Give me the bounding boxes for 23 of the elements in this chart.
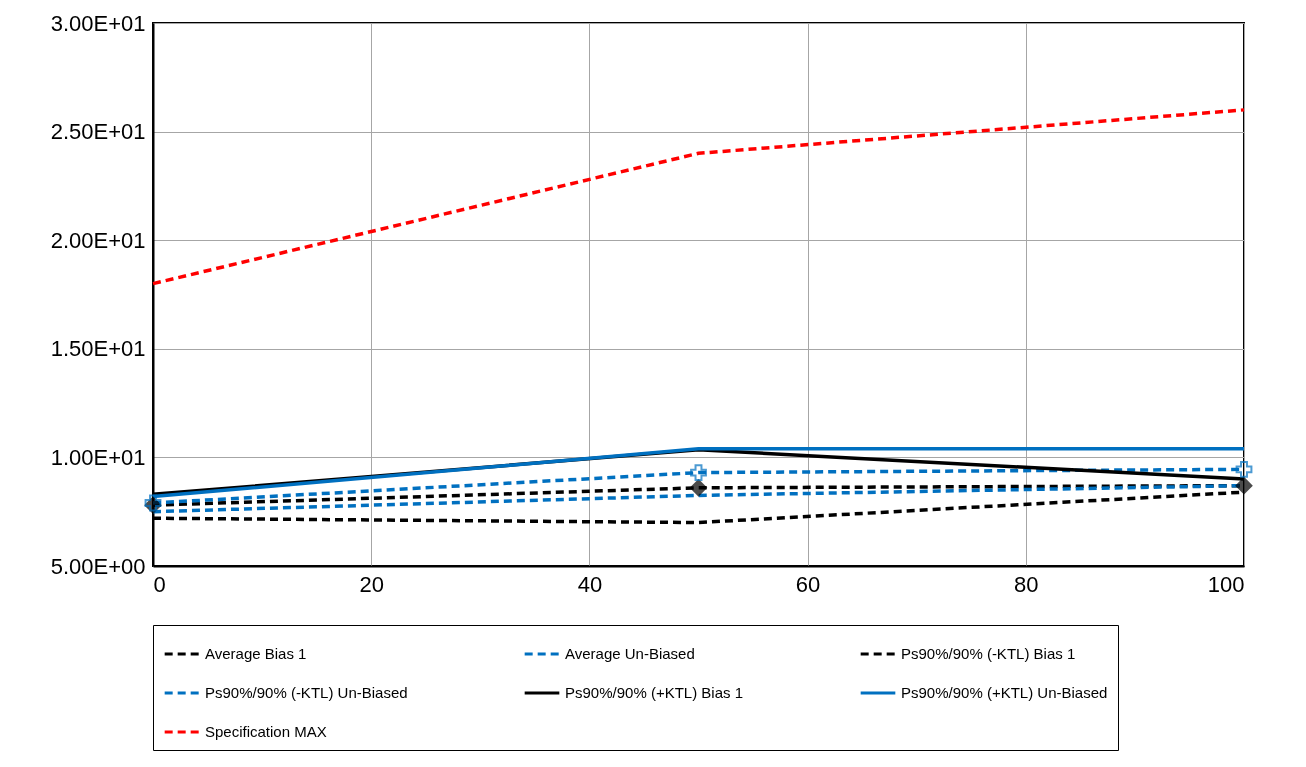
legend-label: Average Un-Biased <box>565 645 695 662</box>
point <box>690 464 707 482</box>
x-tick-label: 40 <box>577 571 603 597</box>
y-tick-label: 2.50E+01 <box>50 119 146 145</box>
legend-label: Specification MAX <box>205 723 327 740</box>
x-tick-label: 20 <box>359 571 384 597</box>
legend-label: Ps90%/90% (-KTL) Bias 1 <box>901 645 1076 662</box>
y-tick-label: 2.00E+01 <box>50 227 146 253</box>
y-tick-label: 3.00E+01 <box>50 10 146 36</box>
point <box>1235 477 1253 495</box>
legend-label: Average Bias 1 <box>205 645 307 662</box>
x-tick-label: 60 <box>795 571 821 597</box>
legend-label: Ps90%/90% (-KTL) Un-Biased <box>205 684 408 701</box>
y-tick-label: 5.00E+00 <box>50 553 146 579</box>
y-tick-label: 1.00E+01 <box>50 444 146 470</box>
legend-label: Ps90%/90% (+KTL) Un-Biased <box>901 684 1108 701</box>
legend-label: Ps90%/90% (+KTL) Bias 1 <box>565 684 744 701</box>
y-tick-label: 1.50E+01 <box>50 336 146 362</box>
point <box>1235 460 1253 478</box>
point <box>690 479 707 497</box>
x-tick-label: 80 <box>1014 571 1039 597</box>
x-tick-label: 0 <box>153 571 166 597</box>
x-tick-label: 100 <box>1207 571 1245 597</box>
